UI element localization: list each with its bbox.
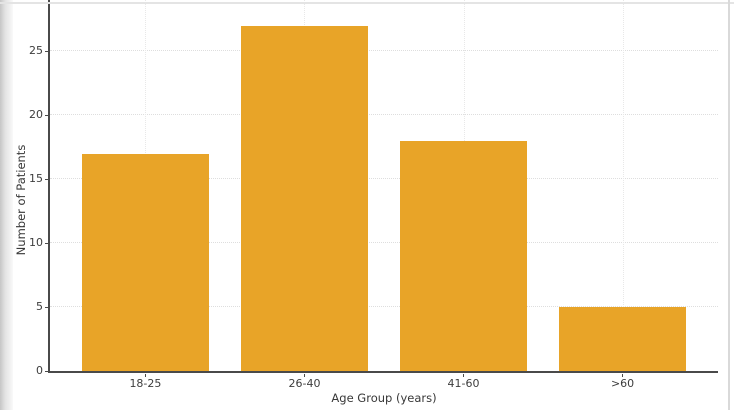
gridline-horizontal	[50, 178, 718, 180]
x-tick-label: >60	[610, 377, 635, 390]
bar->60	[558, 307, 687, 371]
bar-41-60	[399, 140, 528, 371]
window-right-edge	[728, 0, 730, 410]
gridline-horizontal	[50, 114, 718, 116]
bar-26-40	[240, 25, 369, 371]
y-tick-label: 0	[36, 364, 43, 377]
x-tick-mark	[621, 373, 624, 377]
y-tick-label: 10	[29, 236, 43, 250]
x-axis-label: Age Group (years)	[331, 391, 437, 405]
y-tick-mark	[44, 50, 48, 53]
y-axis-label: Number of Patients	[14, 144, 28, 256]
y-tick-label: 25	[29, 44, 43, 58]
y-tick-mark	[44, 370, 48, 372]
y-tick-label: 20	[29, 108, 43, 122]
y-tick-mark	[44, 242, 48, 245]
gridline-horizontal	[50, 50, 718, 52]
y-tick-mark	[44, 306, 48, 309]
y-tick-label: 15	[29, 172, 43, 186]
y-tick-label: 5	[36, 300, 43, 314]
gridline-horizontal	[50, 306, 718, 308]
y-tick-mark	[44, 178, 48, 181]
x-tick-mark	[144, 373, 147, 377]
x-tick-mark	[462, 373, 465, 377]
gridline-vertical	[622, 0, 624, 371]
bar-18-25	[81, 153, 210, 371]
plot-area	[48, 0, 718, 373]
gridline-horizontal	[50, 242, 718, 244]
x-tick-label: 18-25	[129, 377, 162, 390]
x-tick-mark	[303, 373, 306, 377]
window-top-edge	[0, 2, 734, 4]
y-tick-mark	[44, 114, 48, 117]
window-left-edge	[0, 0, 13, 410]
x-tick-label: 26-40	[288, 377, 321, 390]
x-tick-label: 41-60	[447, 377, 480, 390]
